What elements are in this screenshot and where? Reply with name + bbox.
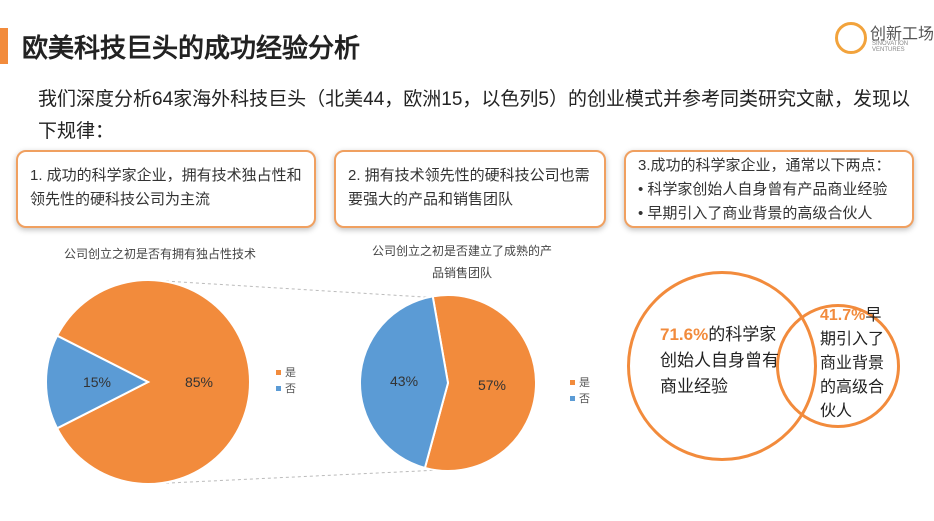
- logo-sub: SINOVATION VENTURES: [872, 41, 909, 53]
- stat-circle: [776, 304, 900, 428]
- intro: 我们深度分析64家海外科技巨头（北美44，欧洲15，以色列5）的创业模式并参考同…: [38, 89, 910, 142]
- pie-slice: [359, 295, 450, 470]
- value-label: 85%: [185, 374, 213, 390]
- stat-value: 41.7%: [820, 307, 866, 324]
- stat-value: 71.6%: [660, 325, 709, 344]
- pie-slice: [423, 294, 537, 472]
- stat-text: 早期引入了商业背景的高级合伙人: [820, 307, 885, 420]
- chart-title: 公司创立之初是否有拥有独占性技术: [64, 246, 256, 261]
- stat-text: 的科学家创始人自身曾有商业经验: [660, 325, 779, 396]
- title: 欧美科技巨头的成功经验分析: [22, 33, 361, 63]
- legend-label: 否: [285, 383, 296, 395]
- legend-label: 是: [285, 366, 296, 379]
- value-label: 57%: [478, 377, 506, 393]
- legend-swatch: [276, 386, 281, 391]
- finding-box: 2. 拥有技术领先性的硬科技公司也需要强大的产品和销售团队: [334, 150, 606, 228]
- pie-slice: [45, 334, 151, 430]
- finding-title: 3.成功的科学家企业，通常以下两点：: [638, 157, 891, 174]
- legend-label: 是: [579, 376, 590, 389]
- value-label: 43%: [390, 373, 418, 389]
- connector: [147, 279, 441, 299]
- legend-swatch: [570, 380, 575, 385]
- finding: 1. 成功的科学家企业，拥有技术独占性和领先性的硬科技公司为主流: [30, 167, 302, 208]
- stat: 71.6%的科学家创始人自身曾有商业经验: [660, 322, 780, 400]
- logo: 创新工场: [870, 26, 934, 43]
- finding-box: 3.成功的科学家企业，通常以下两点： • 科学家创始人自身曾有产品商业经验 • …: [624, 150, 914, 228]
- legend-swatch: [570, 396, 575, 401]
- bullet: • 科学家创始人自身曾有产品商业经验: [638, 181, 888, 198]
- bullet: • 早期引入了商业背景的高级合伙人: [638, 205, 873, 222]
- pie-slice: [55, 279, 251, 485]
- stat: 41.7%早期引入了商业背景的高级合伙人: [820, 304, 892, 424]
- value-label: 15%: [83, 374, 111, 390]
- connector: [147, 469, 441, 485]
- chart-title: 公司创立之初是否建立了成熟的产品销售团队: [372, 243, 552, 280]
- logo-icon: [835, 22, 867, 54]
- title-bar: [0, 28, 8, 64]
- legend-swatch: [276, 370, 281, 375]
- finding-box: 1. 成功的科学家企业，拥有技术独占性和领先性的硬科技公司为主流: [16, 150, 316, 228]
- legend-label: 否: [579, 393, 590, 405]
- finding: 2. 拥有技术领先性的硬科技公司也需要强大的产品和销售团队: [348, 167, 590, 208]
